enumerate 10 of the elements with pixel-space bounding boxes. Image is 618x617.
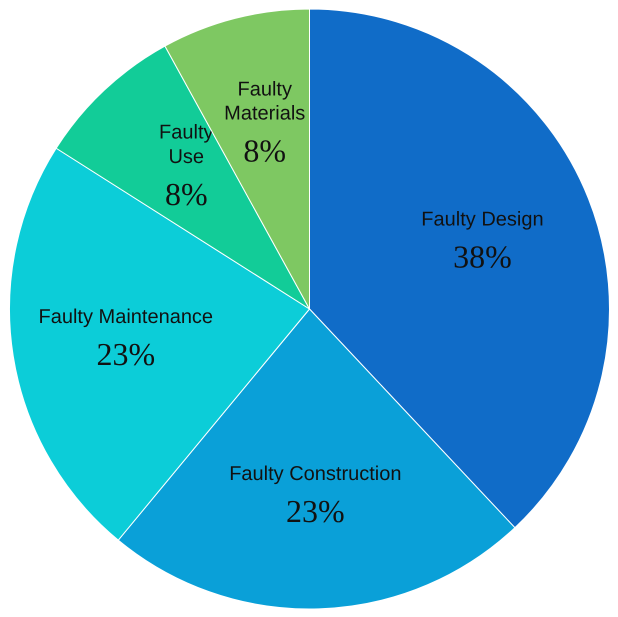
slice-label: Faulty Maintenance bbox=[38, 306, 214, 328]
data-label: 23% bbox=[286, 492, 345, 529]
slice-label: Faulty Materials bbox=[224, 78, 306, 125]
data-label: 23% bbox=[96, 336, 156, 372]
slice-label: Faulty Design bbox=[421, 208, 544, 231]
data-label: 8% bbox=[243, 132, 286, 169]
slice-label: Faulty Use bbox=[159, 122, 214, 168]
slice-label: Faulty Construction bbox=[229, 462, 402, 485]
data-label: 8% bbox=[164, 176, 208, 212]
data-label: 38% bbox=[453, 238, 512, 275]
